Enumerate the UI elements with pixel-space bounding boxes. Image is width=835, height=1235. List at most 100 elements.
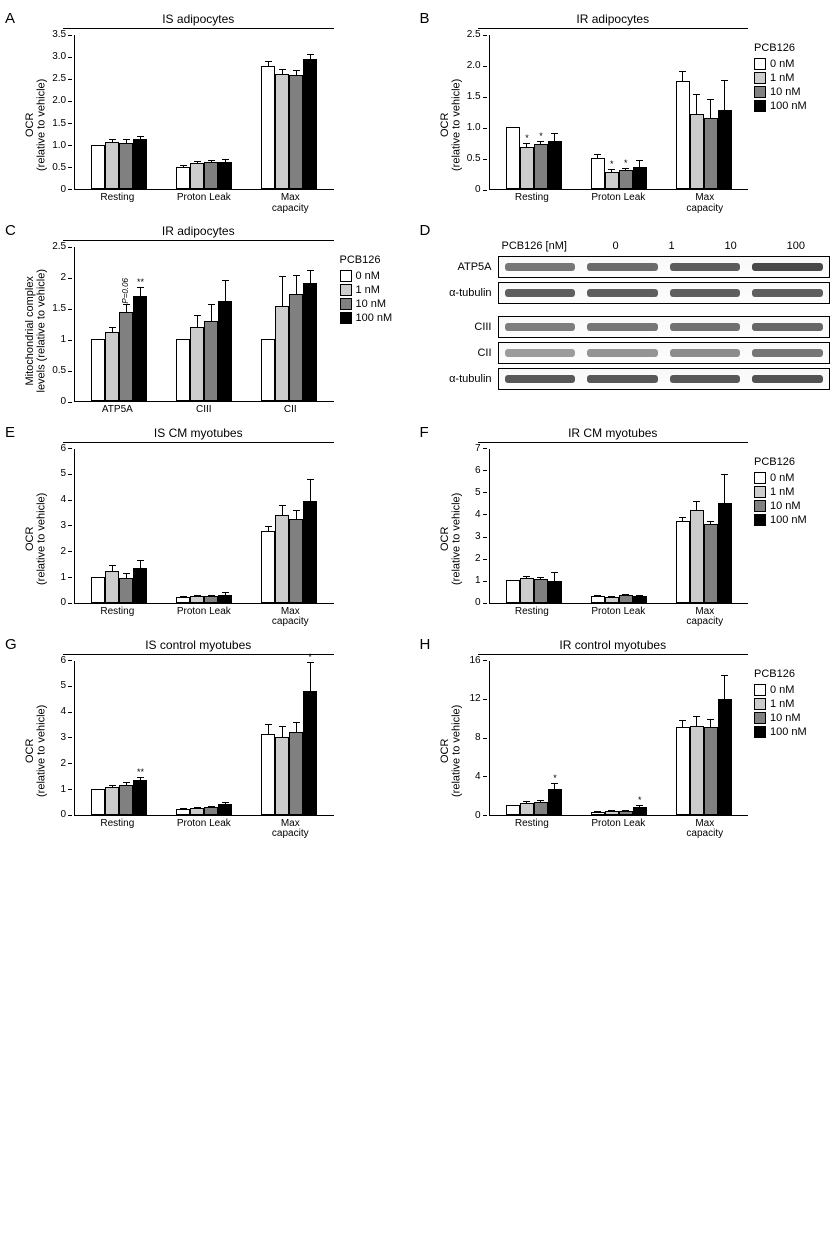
- x-tick-label: Max capacity: [247, 604, 333, 628]
- blot-band: [670, 323, 741, 331]
- legend-item: 0 nM: [754, 684, 830, 696]
- bar: [105, 125, 119, 189]
- error-bar: [554, 783, 555, 790]
- bar: [275, 55, 289, 189]
- error-bar: [310, 54, 311, 59]
- error-bar: [597, 595, 598, 596]
- bar: [261, 512, 275, 603]
- bar: [133, 122, 147, 189]
- bar: *: [548, 769, 562, 815]
- bar: [218, 266, 232, 401]
- bar: [605, 796, 619, 814]
- x-tick-label: Resting: [74, 604, 160, 628]
- error-bar: [211, 160, 212, 162]
- chart-title: IR CM myotubes: [478, 426, 749, 440]
- bar: [218, 578, 232, 602]
- error-bar: [126, 304, 127, 312]
- bar: *: [605, 155, 619, 189]
- legend-item: 100 nM: [754, 514, 830, 526]
- bar: [261, 47, 275, 189]
- y-axis: 6543210: [48, 449, 74, 604]
- panel-label: F: [420, 424, 429, 441]
- panel-G: GIS control myotubesOCR (relative to veh…: [5, 636, 416, 840]
- legend-label: 10 nM: [770, 712, 801, 724]
- blot-band: [505, 289, 576, 297]
- significance-marker: *: [638, 791, 642, 805]
- legend-swatch: [340, 270, 352, 282]
- legend-item: 100 nM: [754, 726, 830, 738]
- bar-group: P=0.06 **: [77, 273, 162, 401]
- y-axis-label: OCR (relative to vehicle): [438, 449, 463, 628]
- bar: **: [133, 763, 147, 815]
- legend: PCB1260 nM1 nM10 nM100 nM: [748, 12, 830, 214]
- blot-header-label: PCB126 [nM]: [502, 240, 588, 252]
- x-tick-label: Proton Leak: [575, 604, 661, 628]
- legend-title: PCB126: [754, 456, 830, 468]
- error-bar: [696, 716, 697, 727]
- bar: [704, 507, 718, 602]
- x-tick-label: Max capacity: [247, 190, 333, 214]
- bar: [133, 546, 147, 603]
- bar-group: [247, 40, 332, 189]
- x-tick-label: Proton Leak: [161, 816, 247, 840]
- error-bar: [597, 154, 598, 158]
- error-bar: [183, 808, 184, 809]
- bar: [91, 131, 105, 189]
- legend-swatch: [754, 472, 766, 484]
- significance-marker: *: [624, 154, 628, 168]
- significance-marker: **: [137, 273, 144, 287]
- bar-group: *: [492, 769, 577, 815]
- significance-marker: *: [553, 769, 557, 783]
- panel-label: G: [5, 636, 17, 653]
- error-bar: [639, 595, 640, 597]
- bar: [176, 151, 190, 189]
- blot-band: [587, 349, 658, 357]
- legend-swatch: [754, 100, 766, 112]
- bar: [676, 706, 690, 815]
- bar: [275, 262, 289, 401]
- blot-bands: [498, 282, 831, 304]
- x-tick-label: ATP5A: [74, 402, 160, 416]
- blot-band: [587, 289, 658, 297]
- bar: [105, 551, 119, 602]
- bar-group: [77, 546, 162, 603]
- bar: [591, 140, 605, 189]
- x-tick-label: Proton Leak: [575, 190, 661, 214]
- plot-area: **: [489, 661, 748, 816]
- bar: [91, 775, 105, 815]
- error-bar: [112, 139, 113, 142]
- x-tick-label: CII: [247, 402, 333, 416]
- error-bar: [282, 69, 283, 74]
- error-bar: [724, 675, 725, 699]
- bar: [119, 559, 133, 602]
- bar: [704, 85, 718, 189]
- error-bar: [526, 143, 527, 147]
- significance-marker: P=0.06: [122, 290, 130, 304]
- x-tick-label: Max capacity: [662, 190, 748, 214]
- error-bar: [710, 99, 711, 118]
- error-bar: [696, 94, 697, 114]
- bar-group: [162, 266, 247, 401]
- error-bar: [211, 595, 212, 596]
- legend-swatch: [754, 486, 766, 498]
- bar: [534, 563, 548, 603]
- blot-band: [505, 263, 576, 271]
- legend-item: 0 nM: [340, 270, 416, 282]
- y-axis: 6543210: [48, 661, 74, 816]
- significance-marker: *: [308, 648, 312, 662]
- significance-marker: **: [137, 763, 144, 777]
- blot-band: [670, 289, 741, 297]
- legend-item: 100 nM: [340, 312, 416, 324]
- bar: [506, 566, 520, 602]
- blot-bands: [498, 316, 831, 338]
- legend-swatch: [754, 72, 766, 84]
- error-bar: [710, 521, 711, 524]
- blot-band: [587, 263, 658, 271]
- bar: [190, 301, 204, 401]
- blot-band: [505, 349, 576, 357]
- x-tick-label: Resting: [74, 816, 160, 840]
- legend-label: 0 nM: [770, 58, 794, 70]
- blot-concentration: 0: [612, 240, 618, 252]
- error-bar: [625, 168, 626, 170]
- blot-row: CII: [438, 342, 831, 364]
